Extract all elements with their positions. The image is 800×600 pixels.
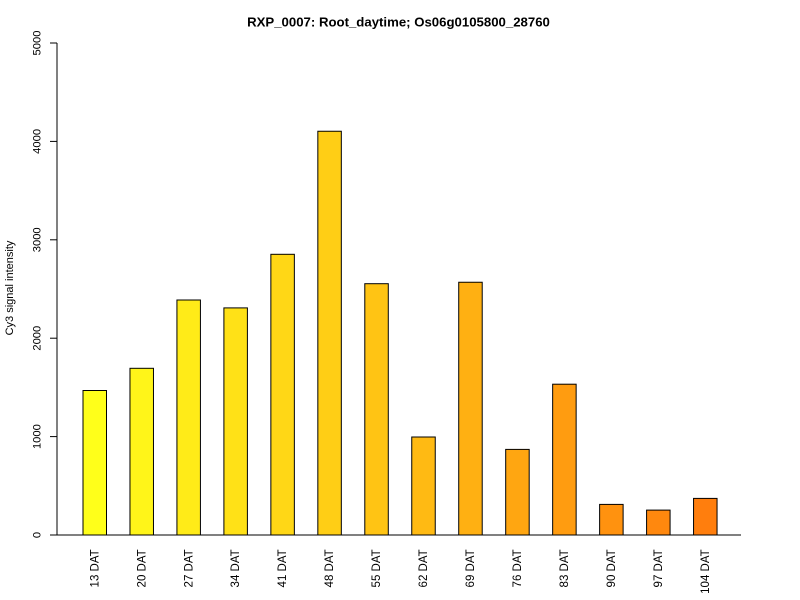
svg-text:Cy3 signal intensity: Cy3 signal intensity	[4, 240, 16, 335]
svg-text:13 DAT: 13 DAT	[89, 549, 101, 587]
svg-text:69 DAT: 69 DAT	[465, 549, 477, 587]
svg-text:104 DAT: 104 DAT	[700, 549, 712, 594]
svg-text:41 DAT: 41 DAT	[277, 549, 289, 587]
svg-text:5000: 5000	[32, 31, 44, 56]
svg-text:4000: 4000	[32, 129, 44, 154]
svg-text:27 DAT: 27 DAT	[183, 549, 195, 587]
svg-text:55 DAT: 55 DAT	[371, 549, 383, 587]
svg-text:83 DAT: 83 DAT	[559, 549, 571, 587]
svg-text:97 DAT: 97 DAT	[653, 549, 665, 587]
svg-text:RXP_0007: Root_daytime; Os06g0: RXP_0007: Root_daytime; Os06g0105800_287…	[247, 14, 550, 29]
svg-text:20 DAT: 20 DAT	[136, 549, 148, 587]
svg-text:48 DAT: 48 DAT	[324, 549, 336, 587]
svg-text:90 DAT: 90 DAT	[606, 549, 618, 587]
svg-text:1000: 1000	[32, 424, 44, 449]
svg-text:62 DAT: 62 DAT	[418, 549, 430, 587]
svg-text:34 DAT: 34 DAT	[230, 549, 242, 587]
svg-text:3000: 3000	[32, 227, 44, 252]
svg-text:0: 0	[32, 532, 44, 538]
svg-text:76 DAT: 76 DAT	[512, 549, 524, 587]
svg-text:2000: 2000	[32, 326, 44, 351]
